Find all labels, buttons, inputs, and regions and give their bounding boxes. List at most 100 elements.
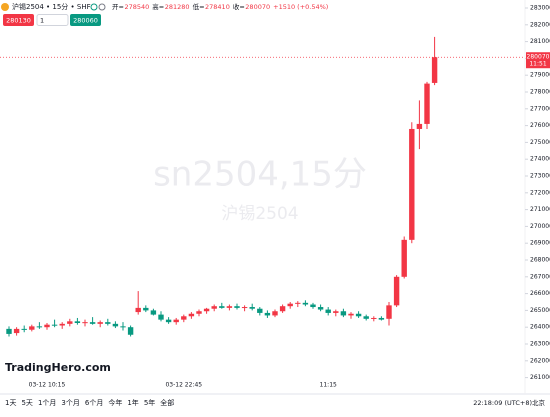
candle-body [378,317,385,320]
y-tick-label: 269000 [530,240,550,247]
range-button[interactable]: 5年 [144,398,155,407]
candle-body [219,306,225,308]
sell-button[interactable] [3,14,34,26]
range-button[interactable]: 全部 [160,398,174,407]
ask: 280060 [73,17,98,25]
candle-body [51,324,58,326]
candle-body [279,306,286,312]
candle-body [135,307,141,313]
candle-body [36,326,43,328]
candle-body [150,310,157,315]
qty: 1 [40,17,44,25]
ohlc-header: 开= 278540 高= 281280 低= 278410 收= 280070 +1510 (+… [112,2,328,11]
candle-body [105,322,111,324]
candle-body [211,306,217,309]
candle-body [333,311,339,313]
bid: 280130 [6,17,31,25]
candle-body [21,328,27,330]
candle-body [188,313,195,317]
last-time: 11:51 [529,61,546,68]
status-icon [90,3,98,11]
y-tick-label: 275000 [530,139,550,146]
y-tick-label: 277000 [530,105,550,112]
candle-body [226,306,233,308]
candle-body [249,307,255,309]
candle-body [112,323,119,327]
range-button[interactable]: 5天 [21,399,32,407]
y-tick-label: 270000 [530,223,550,230]
candle-body [355,313,362,317]
candle-body [348,313,354,316]
ohlc-value: 278410 [205,3,230,11]
watermark-sub: 沪锡2504 [221,204,298,224]
y-tick-label: 273000 [530,173,550,180]
y-tick-label: 261000 [530,374,550,381]
y-tick-label: 278000 [530,89,550,96]
candle-body [401,239,407,277]
logo: TradingHero.com [5,361,111,374]
candle-body [143,307,149,311]
clock: 22:18:09 (UTC+8)北京 [473,398,545,407]
candle-body [241,307,248,309]
candle-body [310,304,316,308]
y-tick-label: 276000 [530,122,550,129]
candle-body [272,311,278,316]
candle-body [416,123,423,129]
y-tick-label: 265000 [530,307,550,314]
candle-body [173,319,179,323]
range-button[interactable]: 1年 [127,398,138,407]
range-button[interactable]: 1天 [5,399,16,407]
candle-body [74,321,81,323]
y-tick-label: 282000 [530,21,550,28]
candle-body [44,324,50,328]
y-tick-label: 272000 [530,189,550,196]
candle-body [431,57,438,83]
ohlc-label: 开= [112,3,124,11]
candle-body [409,128,415,240]
candle-body [29,326,35,330]
y-tick-label: 281000 [530,38,550,45]
candle-body [13,328,20,334]
candle-body [340,311,347,316]
buy-button[interactable] [70,14,101,26]
y-tick-label: 271000 [530,206,550,213]
y-tick-label: 264000 [530,324,550,331]
range-button[interactable]: 1个月 [38,399,56,407]
ohlc-label: 收= [233,2,245,11]
range-button[interactable]: 今年 [108,398,122,407]
candle-body [363,316,369,319]
x-tick-label: 03-12 10:15 [29,382,66,389]
last-price-box [526,52,550,69]
change: +1510 (+0.54%) [273,3,328,11]
y-tick-label: 263000 [530,341,550,348]
candle-body [120,326,126,328]
y-tick-label: 268000 [530,257,550,264]
range-button[interactable]: 3个月 [61,399,79,407]
candle-body [181,316,187,320]
y-tick-label: 262000 [530,357,550,364]
y-tick-label: 267000 [530,273,550,280]
candle-body [59,323,65,326]
y-tick-label: 266000 [530,290,550,297]
symbol: 沪锡2504 • 15分 • SHF [12,2,91,11]
status-icon [98,3,106,11]
candle-body [393,276,400,306]
candle-body [127,327,134,335]
candle-body [158,314,164,320]
qty-input[interactable] [36,14,69,26]
candle-body [371,317,377,319]
x-tick-label: 03-12 22:45 [165,382,202,389]
ohlc-value: 278540 [124,3,149,11]
ohlc-value: 281280 [165,3,190,11]
candle-body [89,322,96,324]
range-button[interactable]: 6个月 [85,399,103,407]
candle-body [386,305,392,319]
candle-body [82,322,88,324]
candle-body [234,306,240,308]
candle-body [257,308,263,313]
candle-body [6,328,12,334]
candle-body [196,311,202,314]
